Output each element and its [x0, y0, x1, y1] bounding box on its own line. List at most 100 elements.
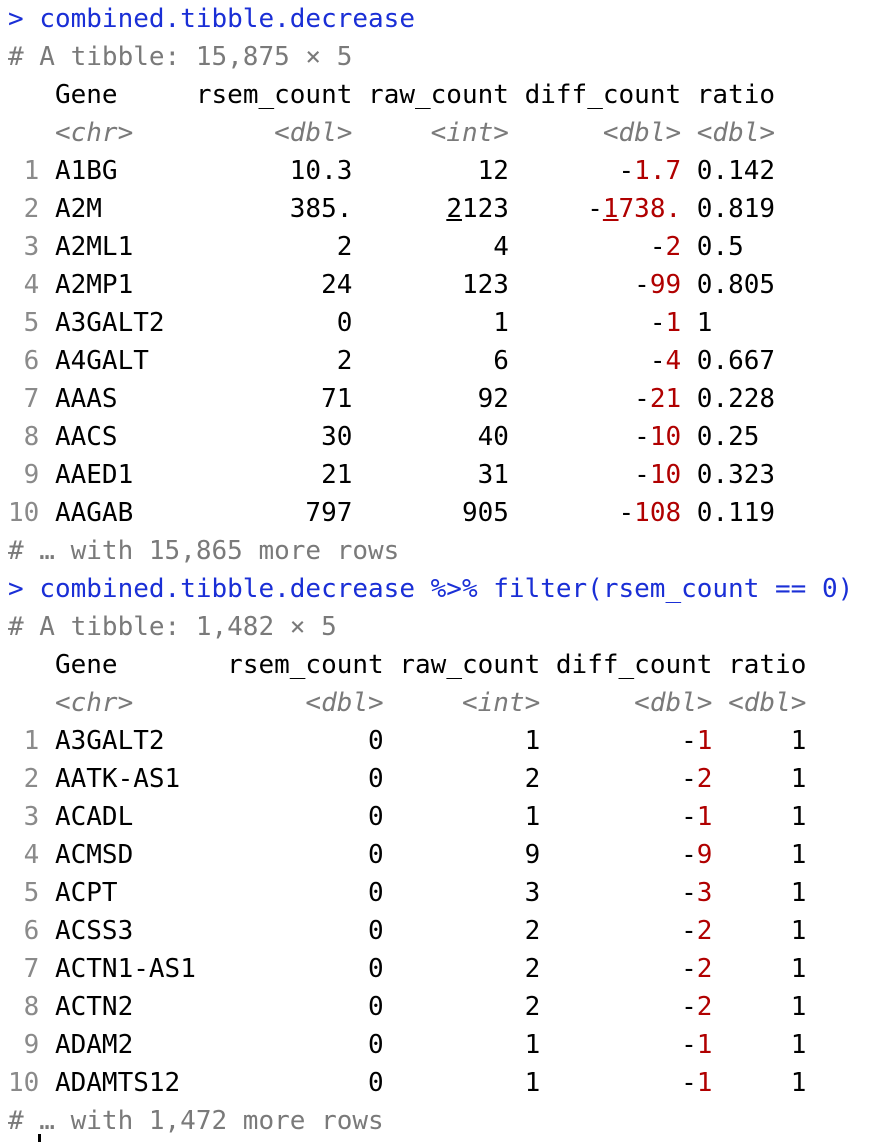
row-index: 3: [8, 232, 55, 262]
cell-padding: [352, 422, 477, 452]
cell-ratio: 0.142: [681, 156, 776, 186]
column-header-ratio: ratio: [681, 80, 776, 110]
cell-raw-count: 2: [524, 764, 541, 794]
table-row: 5 A3GALT2 0 1 -1 1: [8, 304, 888, 342]
cell-gene: A3GALT2: [54, 308, 181, 338]
tibble-footer: # … with 1,472 more rows: [8, 1106, 384, 1136]
cell-gene: ADAM2: [54, 1030, 212, 1060]
table-row: 9 AAED1 21 31 -10 0.323: [8, 456, 888, 494]
row-index: 10: [8, 498, 55, 528]
cell-rsem-count: 0: [211, 878, 384, 908]
cell-diff-count-sign: -: [634, 384, 650, 414]
cell-rsem-count: 2: [180, 346, 353, 376]
cell-raw-count: 3: [524, 878, 541, 908]
cell-padding: [540, 726, 681, 756]
cell-ratio: 1: [712, 764, 807, 794]
column-header-diff-count: diff_count: [508, 80, 682, 110]
cell-raw-count: 31: [477, 460, 509, 490]
cell-diff-count-sign: -: [681, 1068, 697, 1098]
cell-ratio: 0.5: [681, 232, 776, 262]
row-index: 8: [8, 992, 55, 1022]
row-index: 4: [8, 840, 55, 870]
cell-rsem-count: 0: [211, 802, 384, 832]
cell-diff-count-sign: -: [681, 992, 697, 1022]
table-row: 3 A2ML1 2 4 -2 0.5: [8, 228, 888, 266]
cell-gene: AAAS: [54, 384, 181, 414]
cell-raw-count: 40: [477, 422, 509, 452]
cell-diff-count-sign: -: [649, 346, 666, 376]
cell-padding: [509, 270, 634, 300]
cell-rsem-count: 0: [211, 992, 384, 1022]
cell-diff-count: 1.7: [634, 156, 682, 186]
cell-padding: [384, 840, 525, 870]
column-type-gene: <chr>: [54, 118, 181, 148]
cell-diff-count-sign: -: [587, 194, 603, 224]
prompt-symbol: >: [8, 574, 40, 604]
cell-padding: [509, 460, 634, 490]
tibble-type-row: <chr> <dbl> <int> <dbl> <dbl>: [8, 114, 888, 152]
cell-padding: [384, 802, 525, 832]
cell-diff-count: 9: [696, 840, 713, 870]
cell-padding: [540, 1030, 681, 1060]
cell-gene: ACPT: [54, 878, 212, 908]
column-header-raw-count: raw_count: [383, 650, 541, 680]
cell-diff-count-thousands: 1: [602, 194, 619, 224]
cell-padding: [384, 726, 525, 756]
cell-diff-count: 1: [665, 308, 682, 338]
row-index-gutter: [8, 80, 55, 110]
cell-rsem-count: 0: [211, 726, 384, 756]
r-console: > combined.tibble.decrease # A tibble: 1…: [8, 0, 888, 1140]
tibble-footer: # … with 15,865 more rows: [8, 536, 400, 566]
cell-padding: [352, 498, 462, 528]
cell-padding: [540, 764, 681, 794]
column-type-rsem-count: <dbl>: [211, 688, 384, 718]
row-index: 6: [8, 916, 55, 946]
cell-diff-count-sign: -: [618, 156, 635, 186]
cell-raw-count: 905: [461, 498, 509, 528]
column-header-diff-count: diff_count: [540, 650, 713, 680]
cell-gene: A1BG: [54, 156, 181, 186]
cell-rsem-count: 2: [180, 232, 353, 262]
cell-rsem-count: 797: [180, 498, 353, 528]
cell-raw-count: 2: [524, 916, 541, 946]
cell-gene: AACS: [54, 422, 181, 452]
cell-raw-count: 123: [461, 270, 509, 300]
cell-padding: [509, 498, 619, 528]
cell-diff-count-sign: -: [681, 802, 697, 832]
cell-ratio: 0.819: [681, 194, 776, 224]
cell-gene: ACMSD: [54, 840, 212, 870]
cell-diff-count-sign: -: [681, 954, 697, 984]
cell-rsem-count: 0: [211, 1030, 384, 1060]
cell-diff-count: 2: [665, 232, 682, 262]
cell-ratio: 1: [712, 802, 807, 832]
cell-diff-count: 108: [634, 498, 682, 528]
cell-ratio: 0.25: [681, 422, 776, 452]
cell-raw-count: 4: [493, 232, 509, 262]
cell-ratio: 0.667: [681, 346, 776, 376]
cell-diff-count: 2: [696, 764, 713, 794]
cell-rsem-count: 0: [211, 840, 384, 870]
cell-rsem-count: 24: [180, 270, 353, 300]
cell-rsem-count: 0: [211, 764, 384, 794]
table-row: 10 ADAMTS12 0 1 -1 1: [8, 1064, 888, 1102]
cell-diff-count-sign: -: [634, 422, 650, 452]
cell-padding: [384, 954, 525, 984]
cell-gene: A4GALT: [54, 346, 181, 376]
cell-diff-count: 2: [696, 954, 713, 984]
command-text: combined.tibble.decrease %>% filter(rsem…: [39, 574, 854, 604]
cell-rsem-count: 0: [211, 916, 384, 946]
cell-padding: [540, 878, 681, 908]
column-header-rsem-count: rsem_count: [180, 80, 353, 110]
cell-ratio: 0.323: [681, 460, 776, 490]
cell-ratio: 1: [712, 1030, 807, 1060]
cell-ratio: 1: [712, 726, 807, 756]
table-row: 8 AACS 30 40 -10 0.25: [8, 418, 888, 456]
tibble-body: 1 A3GALT2 0 1 -1 1 2 AATK-AS1 0 2 -2 1 3…: [8, 722, 888, 1102]
cell-diff-count: 1: [696, 726, 713, 756]
cell-padding: [384, 1068, 525, 1098]
cell-ratio: 1: [712, 878, 807, 908]
cell-padding: [509, 308, 650, 338]
cell-raw-count: 1: [524, 1068, 541, 1098]
row-index: 2: [8, 194, 55, 224]
cell-diff-count-sign: -: [681, 878, 697, 908]
